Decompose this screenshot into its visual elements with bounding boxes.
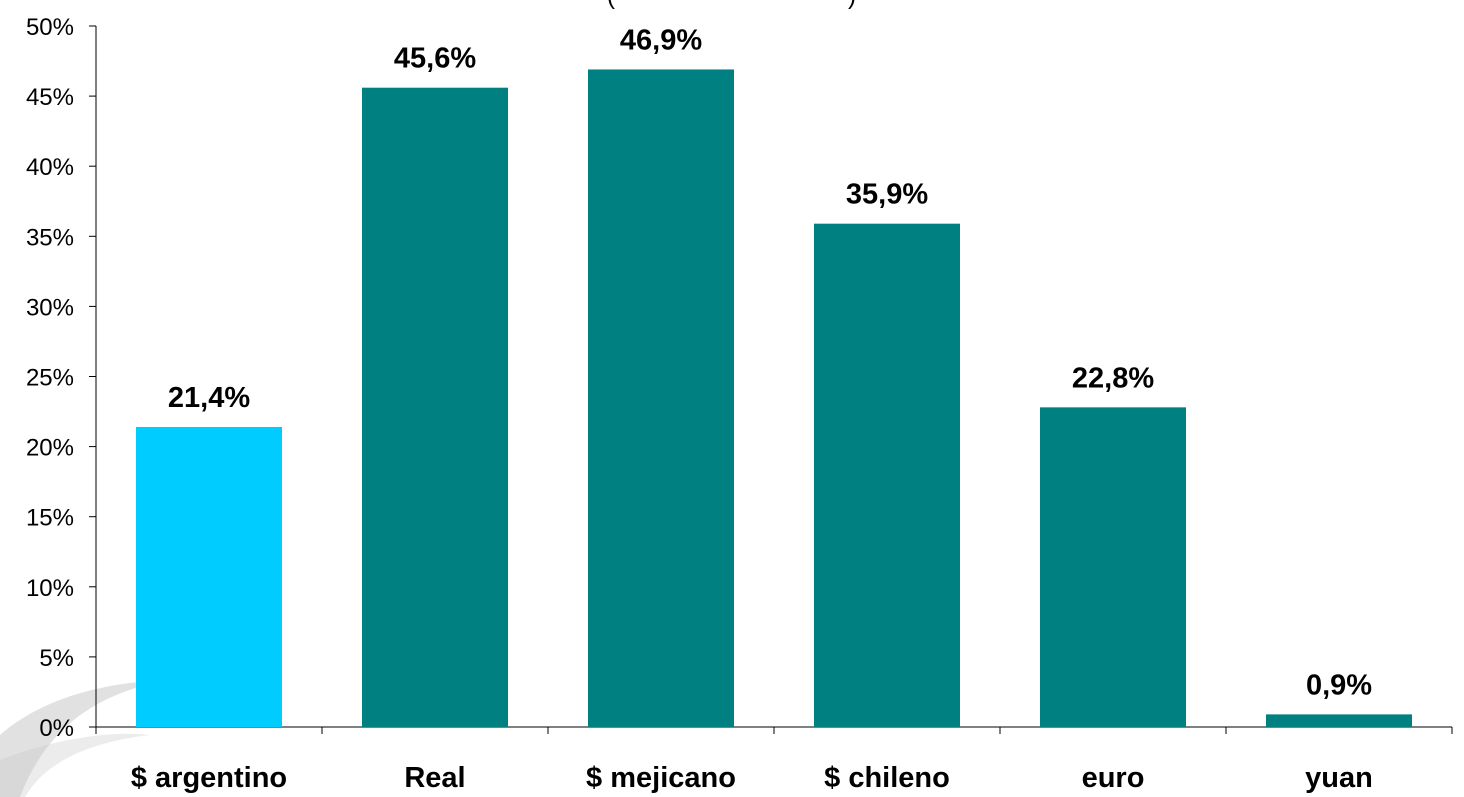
bar [362, 87, 508, 728]
logo-swoosh-lower [0, 733, 150, 797]
x-category-label: Real [404, 762, 465, 794]
y-tick-label: 20% [26, 435, 74, 462]
x-category-label: $ mejicano [586, 762, 736, 794]
bar [588, 69, 734, 728]
x-category-label: $ chileno [824, 762, 950, 794]
bar-value-label: 45,6% [394, 43, 476, 75]
y-tick-label: 15% [26, 505, 74, 532]
bar-value-label: 21,4% [168, 382, 250, 414]
title-paren-open: ( [607, 0, 615, 10]
logo-swoosh-upper [0, 680, 170, 797]
y-tick-label: 30% [26, 294, 74, 321]
logo-swoosh [0, 680, 170, 797]
x-category-label: $ argentino [131, 762, 287, 794]
y-axis: 0% 5% 10% 15% 20% 25% 30% 35% 40% 45% 50% [26, 14, 97, 742]
chart-title-fragment: ( ) [607, 0, 856, 10]
y-tick-label: 5% [39, 645, 74, 672]
x-axis: $ argentino Real $ mejicano $ chileno euro yu… [95, 726, 1453, 794]
bar [1040, 407, 1186, 727]
y-tick-label: 50% [26, 14, 74, 41]
data-labels-group: 21,4% 45,6% 46,9% 35,9% 22,8% 0,9% [168, 24, 1372, 701]
y-tick-label: 0% [39, 715, 74, 742]
y-tick-label: 40% [26, 154, 74, 181]
bar-value-label: 46,9% [620, 24, 702, 56]
x-category-label: euro [1082, 762, 1145, 794]
title-paren-close: ) [848, 0, 856, 10]
y-tick-label: 45% [26, 84, 74, 111]
y-tick-label: 35% [26, 224, 74, 251]
bar-value-label: 22,8% [1072, 362, 1154, 394]
bar [136, 426, 282, 727]
bar-value-label: 35,9% [846, 179, 928, 211]
bar [814, 223, 960, 727]
x-category-label: yuan [1305, 762, 1373, 794]
y-tick-label: 25% [26, 365, 74, 392]
bar [1266, 714, 1412, 727]
bar-value-label: 0,9% [1306, 669, 1372, 701]
bars-group [136, 69, 1412, 728]
y-tick-label: 10% [26, 575, 74, 602]
